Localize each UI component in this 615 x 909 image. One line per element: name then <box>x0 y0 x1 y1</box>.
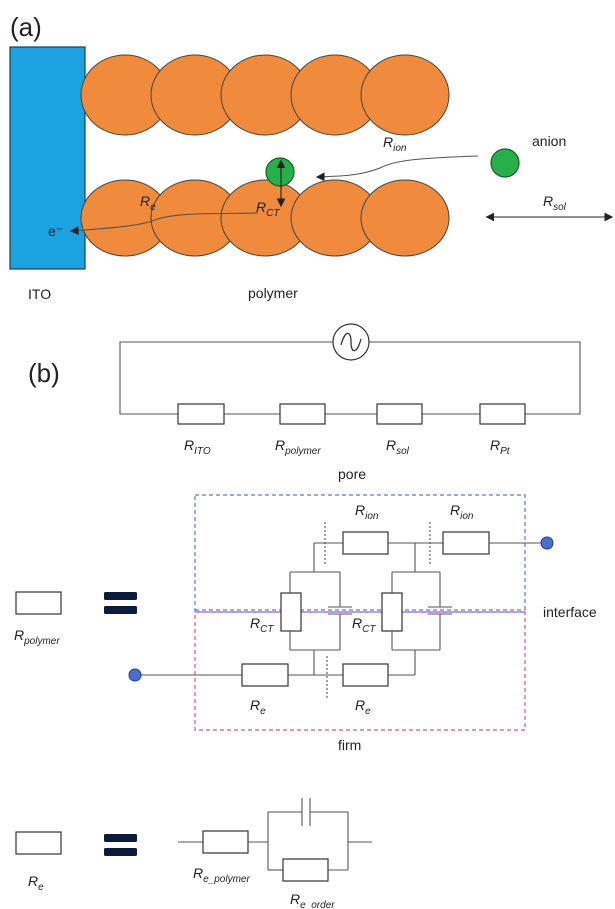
firm-region-box <box>194 611 526 731</box>
r-pt-label: RPt <box>490 437 511 457</box>
resistor-r-ito <box>177 403 225 425</box>
resistor-r-ion-2 <box>442 531 490 555</box>
equals-sign-icon-2 <box>104 834 137 856</box>
input-node <box>128 668 142 682</box>
r-e-eq-box <box>15 831 62 855</box>
r-e-order-label: Re_order <box>290 891 335 909</box>
r-sol-series-label: Rsol <box>386 437 410 457</box>
resistor-r-polymer <box>279 403 326 425</box>
r-e-label: Re <box>140 193 156 213</box>
resistor-r-e-1 <box>241 663 289 687</box>
r-polymer-label: Rpolymer <box>275 437 321 457</box>
anion-label: anion <box>532 133 566 149</box>
r-ct-1-label: RCT <box>250 615 274 635</box>
r-ion-2-label: Rion <box>450 502 474 522</box>
r-ito-label: RITO <box>184 437 211 457</box>
r-polymer-eq-box <box>15 591 62 615</box>
panel-b-label: (b) <box>28 358 60 388</box>
resistor-r-ion-1 <box>342 531 389 555</box>
transmission-line-circuit <box>135 522 545 698</box>
resistor-r-e-order <box>282 858 329 882</box>
r-ion-label: Rion <box>383 134 407 154</box>
r-e-subcircuit <box>178 798 372 882</box>
series-circuit-wire <box>119 341 581 415</box>
r-polymer-eq-label: Rpolymer <box>14 627 60 647</box>
equals-sign-icon <box>104 592 137 614</box>
r-ion-1-label: Rion <box>355 502 379 522</box>
resistor-r-e-polymer <box>202 830 249 854</box>
resistor-r-ct-2 <box>381 592 403 632</box>
resistor-r-ct-1 <box>280 592 302 632</box>
ion-path-arrow <box>315 155 479 182</box>
r-e-1-label: Re <box>250 697 266 717</box>
resistor-r-e-2 <box>342 663 389 687</box>
polymer-chain-bottom <box>80 179 450 257</box>
pore-label: pore <box>338 466 366 482</box>
panel-a-label: (a) <box>10 12 42 42</box>
resistor-r-pt <box>479 403 526 425</box>
r-e-eq-label: Re <box>28 873 44 893</box>
polymer-label: polymer <box>248 285 298 301</box>
r-ct-label: RCT <box>256 199 280 219</box>
anion-circle <box>490 148 520 178</box>
polymer-chain-top <box>80 54 450 136</box>
resistor-r-sol <box>376 403 423 425</box>
ac-sine-icon <box>340 332 362 352</box>
interface-label: interface <box>543 604 597 620</box>
ito-label: ITO <box>28 286 51 302</box>
r-sol-label: Rsol <box>543 193 567 213</box>
electron-path-arrow <box>69 212 259 235</box>
firm-label: firm <box>338 737 361 753</box>
adsorbed-anion-circle <box>265 157 295 187</box>
r-e-2-label: Re <box>355 697 371 717</box>
output-node <box>540 536 554 550</box>
r-ct-2-label: RCT <box>352 615 376 635</box>
r-e-polymer-label: Re_polymer <box>193 865 250 885</box>
electron-label: e⁻ <box>48 223 63 239</box>
